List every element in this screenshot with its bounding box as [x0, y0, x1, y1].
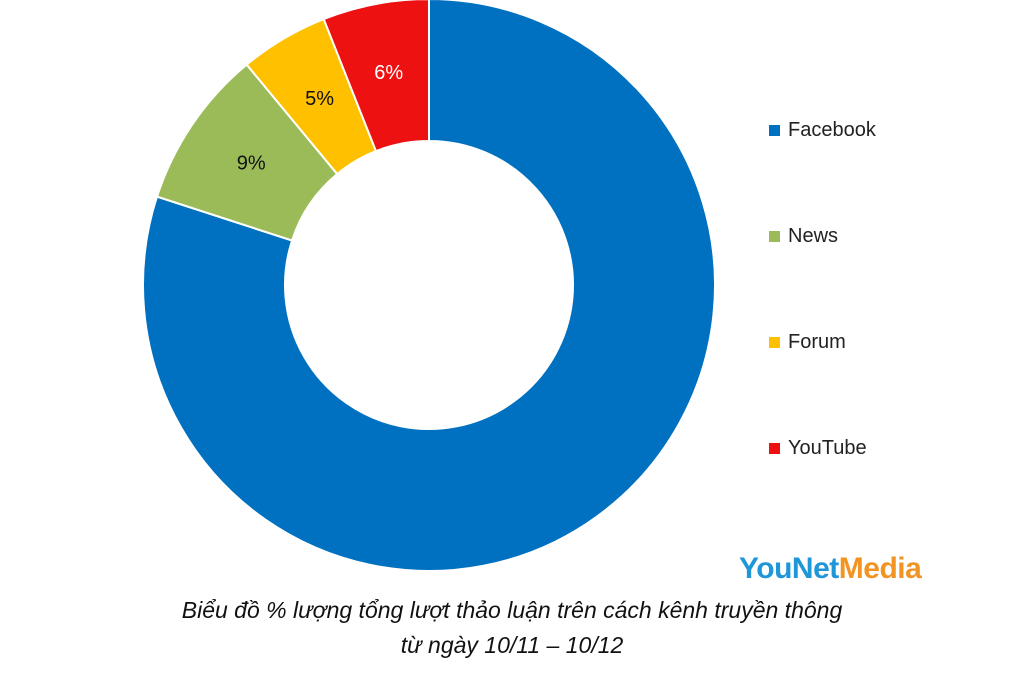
younet-media-logo: YouNetMedia — [739, 552, 922, 586]
legend-item-news: News — [769, 222, 838, 250]
legend-label-youtube: YouTube — [788, 437, 867, 459]
legend-label-forum: Forum — [788, 331, 846, 353]
legend-swatch-youtube — [769, 442, 780, 454]
logo-text-part2: Media — [838, 552, 922, 585]
legend-swatch-forum — [769, 336, 780, 348]
chart-caption-line-1: Biểu đồ % lượng tổng lượt thảo luận trên… — [181, 597, 843, 623]
legend-item-facebook: Facebook — [769, 116, 876, 144]
legend-label-news: News — [788, 225, 839, 247]
chart-caption-line-2: từ ngày 10/11 – 10/12 — [400, 632, 624, 658]
legend-swatch-news — [769, 230, 780, 242]
legend-label-facebook: Facebook — [788, 119, 876, 141]
legend-item-youtube: YouTube — [769, 434, 867, 462]
legend-item-forum: Forum — [769, 328, 846, 356]
data-label-forum: 5% — [305, 88, 334, 110]
legend-swatch-facebook — [769, 124, 780, 136]
data-label-news: 9% — [237, 152, 266, 174]
data-label-youtube: 6% — [374, 62, 403, 84]
slice-youtube — [322, 0, 430, 153]
logo-text-part1: YouNet — [739, 552, 839, 585]
slice-facebook — [142, 0, 716, 572]
